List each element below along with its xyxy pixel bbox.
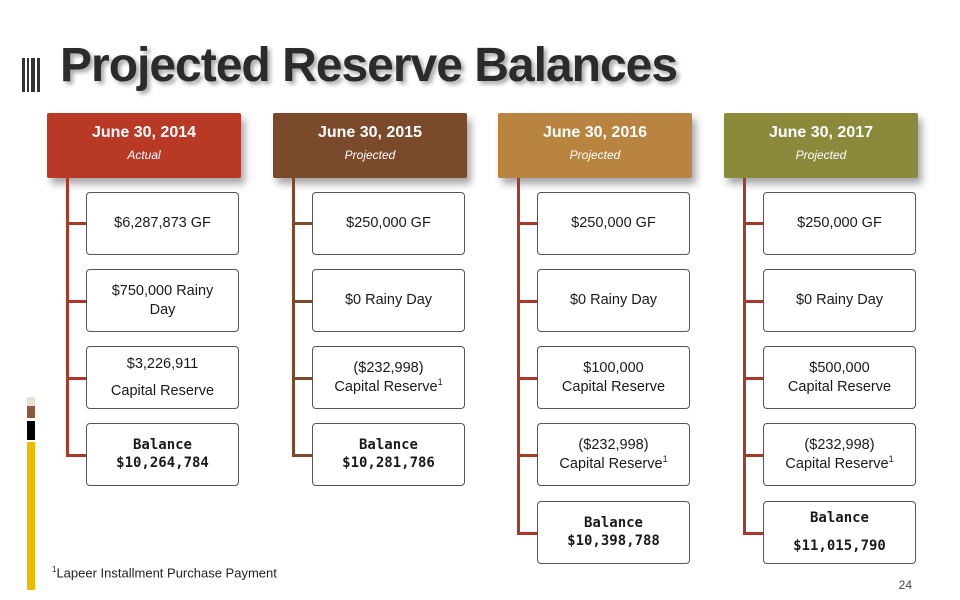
item-line: Capital Reserve1: [334, 377, 442, 396]
column-subtitle: Projected: [344, 148, 396, 162]
item-line: $250,000 GF: [797, 215, 882, 232]
column-date: June 30, 2014: [91, 124, 197, 141]
item-line: $250,000 GF: [346, 215, 431, 232]
item-box: $0 Rainy Day: [537, 269, 690, 332]
item-box: $250,000 GF: [312, 192, 465, 255]
connector: [517, 454, 537, 457]
column-date: June 30, 2017: [768, 124, 874, 141]
balance-value: $10,281,786: [342, 454, 435, 471]
item-box: $250,000 GF: [763, 192, 916, 255]
item-box: $250,000 GF: [537, 192, 690, 255]
balance-box: Balance $11,015,790: [763, 501, 916, 564]
balance-label: Balance: [132, 437, 192, 453]
balance-value: $11,015,790: [793, 537, 886, 554]
column-header-2014: June 30, 2014 Actual: [47, 113, 241, 178]
item-box: $0 Rainy Day: [763, 269, 916, 332]
item-box: $3,226,911 Capital Reserve: [86, 346, 239, 409]
item-line: $250,000 GF: [571, 215, 656, 232]
item-text: Capital Reserve: [785, 455, 889, 472]
left-strip-white: [27, 418, 35, 421]
item-line: ($232,998): [353, 359, 424, 376]
left-strip-light: [27, 397, 35, 406]
column-header-2017: June 30, 2017 Projected: [724, 113, 918, 178]
item-box: $0 Rainy Day: [312, 269, 465, 332]
connector: [743, 222, 763, 225]
column-header-2015: June 30, 2015 Projected: [273, 113, 467, 178]
connector: [292, 454, 312, 457]
item-box: $6,287,873 GF: [86, 192, 239, 255]
connector: [66, 222, 86, 225]
item-line: Capital Reserve1: [785, 454, 893, 473]
connector: [66, 454, 86, 457]
connector-vertical: [743, 178, 746, 534]
column-subtitle: Projected: [795, 148, 847, 162]
connector: [743, 377, 763, 380]
balance-value: $10,398,788: [567, 532, 660, 549]
left-strip-yellow: [27, 442, 35, 590]
item-line: ($232,998): [804, 436, 875, 453]
item-box: ($232,998) Capital Reserve1: [763, 423, 916, 486]
connector: [66, 377, 86, 380]
connector: [517, 222, 537, 225]
column-subtitle: Projected: [569, 148, 621, 162]
item-line: $3,226,911: [126, 356, 199, 373]
column-subtitle: Actual: [127, 148, 161, 162]
connector: [743, 454, 763, 457]
balance-value: $10,264,784: [116, 454, 209, 471]
item-line: $0 Rainy Day: [569, 292, 658, 309]
footnote-marker: 1: [888, 454, 894, 465]
item-line: Capital Reserve: [110, 382, 215, 399]
footnote-marker: 1: [662, 454, 668, 465]
item-box: $500,000 Capital Reserve: [763, 346, 916, 409]
footnote-text: Lapeer Installment Purchase Payment: [56, 565, 277, 581]
connector: [66, 300, 86, 303]
connector: [743, 532, 763, 535]
balance-box: Balance $10,281,786: [312, 423, 465, 486]
balance-label: Balance: [358, 437, 418, 453]
column-header-2016: June 30, 2016 Projected: [498, 113, 692, 178]
connector: [517, 300, 537, 303]
item-line: $6,287,873 GF: [114, 215, 211, 232]
footnote: 1Lapeer Installment Purchase Payment: [52, 565, 277, 580]
item-box: ($232,998) Capital Reserve1: [537, 423, 690, 486]
column-date: June 30, 2016: [542, 124, 648, 141]
item-line: $500,000: [809, 360, 870, 377]
footnote-marker: 1: [437, 377, 443, 388]
connector-vertical: [292, 178, 295, 455]
item-line: ($232,998): [578, 436, 649, 453]
balance-box: Balance $10,398,788: [537, 501, 690, 564]
connector: [292, 300, 312, 303]
title-bars-icon: [22, 58, 40, 92]
item-line: Capital Reserve: [561, 378, 666, 395]
connector: [517, 532, 537, 535]
page-number: 24: [898, 578, 912, 592]
item-line: $100,000: [583, 360, 644, 377]
item-box: $100,000 Capital Reserve: [537, 346, 690, 409]
connector-vertical: [517, 178, 520, 534]
item-line: $0 Rainy Day: [344, 292, 433, 309]
item-box: $750,000 Rainy Day: [86, 269, 239, 332]
balance-box: Balance $10,264,784: [86, 423, 239, 486]
left-strip-black: [27, 421, 35, 440]
item-line: Day: [149, 301, 176, 318]
connector: [292, 377, 312, 380]
connector: [517, 377, 537, 380]
connector: [743, 300, 763, 303]
item-line: Capital Reserve: [787, 378, 892, 395]
item-line: $0 Rainy Day: [795, 292, 884, 309]
column-date: June 30, 2015: [317, 124, 423, 141]
connector-vertical: [66, 178, 69, 455]
item-line: Capital Reserve1: [559, 454, 667, 473]
left-strip-brown: [27, 406, 35, 418]
page-title: Projected Reserve Balances: [60, 39, 678, 92]
item-text: Capital Reserve: [559, 455, 663, 472]
item-text: Capital Reserve: [334, 378, 438, 395]
item-line: $750,000 Rainy: [111, 283, 214, 300]
connector: [292, 222, 312, 225]
footnote-marker: 1: [52, 565, 57, 574]
balance-label: Balance: [809, 510, 869, 526]
balance-label: Balance: [583, 515, 643, 531]
item-box: ($232,998) Capital Reserve1: [312, 346, 465, 409]
